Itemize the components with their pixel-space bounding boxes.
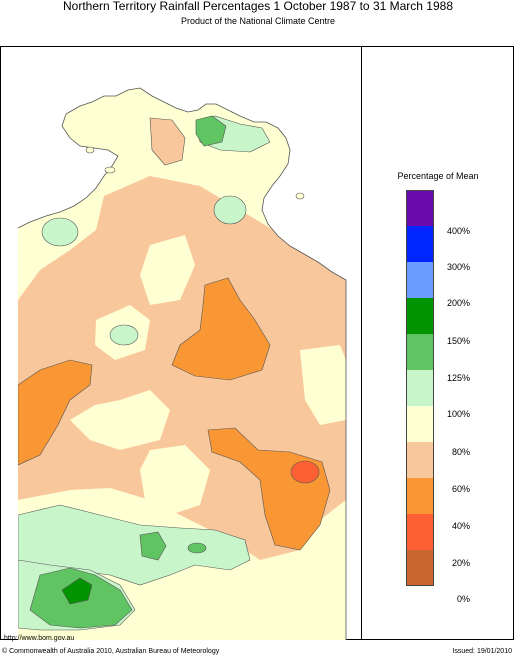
region-100-125-island-a <box>109 324 139 346</box>
legend-label-200: 200% <box>446 298 470 308</box>
island-small-c <box>295 192 305 200</box>
legend-swatch-60 <box>406 442 434 478</box>
island-small-a <box>85 146 95 154</box>
legend-label-400: 400% <box>446 226 470 236</box>
legend-swatch-125 <box>406 334 434 370</box>
legend-swatch-80 <box>406 406 434 442</box>
legend-label-100: 100% <box>446 409 470 419</box>
legend-label-60: 60% <box>451 484 470 494</box>
legend-label-125: 125% <box>446 373 470 383</box>
legend-scale <box>406 190 434 586</box>
legend-title: Percentage of Mean <box>397 171 479 181</box>
legend-label-0: 0% <box>456 594 470 604</box>
region-80-100-island-c <box>300 345 346 425</box>
legend-label-80: 80% <box>451 447 470 457</box>
map-title: Northern Territory Rainfall Percentages … <box>63 0 453 13</box>
legend-swatch-200 <box>406 262 434 298</box>
region-80-100-island-a <box>70 390 170 450</box>
region-80-100-island-b <box>140 445 210 515</box>
region-125-150-north <box>195 115 227 147</box>
region-40-60-west <box>18 359 93 466</box>
legend-label-300: 300% <box>446 262 470 272</box>
legend-label-20: 20% <box>451 558 470 568</box>
region-150-200 <box>61 577 93 605</box>
rainfall-map-svg <box>17 87 347 640</box>
region-100-125-island-c <box>41 217 79 247</box>
region-125-150-south-b <box>187 542 207 554</box>
legend-swatch-300 <box>406 226 434 262</box>
legend-swatch-400 <box>406 190 434 226</box>
region-125-150-south-a <box>139 531 167 561</box>
legend-swatch-20 <box>406 514 434 550</box>
legend-swatch-40 <box>406 478 434 514</box>
region-40-60-east <box>207 427 331 551</box>
map-subtitle: Product of the National Climate Centre <box>180 16 336 26</box>
legend-swatch-0 <box>406 550 434 586</box>
region-100-125-island-b <box>213 195 247 225</box>
issued-date: Issued: 19/01/2010 <box>452 648 512 655</box>
rainfall-map <box>0 46 362 640</box>
legend-swatch-100 <box>406 370 434 406</box>
legend-label-150: 150% <box>446 336 470 346</box>
legend-swatch-150 <box>406 298 434 334</box>
region-40-60-central <box>171 277 271 381</box>
region-80-100-island-e <box>140 235 195 305</box>
region-60-80-north <box>149 117 186 166</box>
region-60-80-tiwi <box>63 91 85 107</box>
region-20-40 <box>290 460 320 484</box>
source-url-link[interactable]: http://www.bom.gov.au <box>4 635 75 642</box>
island-small-b <box>104 166 116 174</box>
legend-label-40: 40% <box>451 521 470 531</box>
copyright-notice: © Commonwealth of Australia 2010, Austra… <box>2 648 220 655</box>
coastline <box>17 87 347 640</box>
